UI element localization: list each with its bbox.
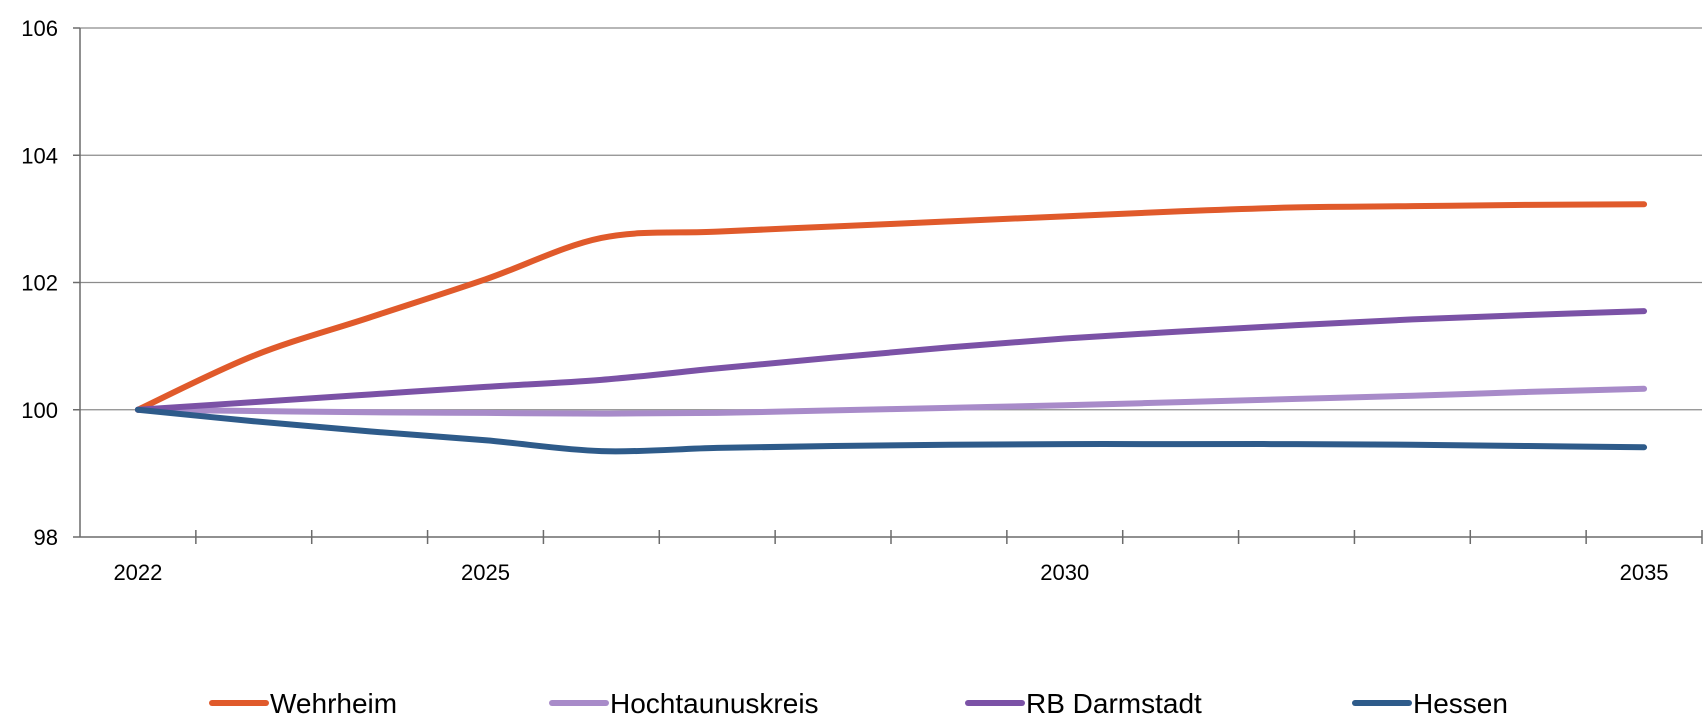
legend-item-wehrheim: Wehrheim [209,688,397,718]
series-line-wehrheim [134,201,1648,413]
legend: Wehrheim Hochtaunuskreis RB Darmstadt Hesse… [209,688,1508,718]
x-tick-label: 2022 [113,560,162,585]
legend-label: Hochtaunuskreis [610,688,819,718]
y-tick-label: 104 [21,143,58,168]
y-tick-label: 98 [34,525,58,550]
legend-item-hessen: Hessen [1352,688,1508,718]
legend-label: Wehrheim [270,688,397,718]
x-tick-labels: 2022 2025 2030 2035 [113,560,1668,585]
series-line-hessen [134,406,1648,455]
x-tick-label: 2030 [1040,560,1089,585]
series-line-hochtaunuskreis [134,385,1648,417]
y-tick-labels: 98 100 102 104 106 [21,16,58,550]
y-tick-label: 100 [21,398,58,423]
series-lines [134,201,1648,455]
series-line-rb-darmstadt [134,308,1648,413]
axes [73,27,1703,544]
legend-label: RB Darmstadt [1026,688,1202,718]
legend-label: Hessen [1413,688,1508,718]
legend-item-hochtaunuskreis: Hochtaunuskreis [549,688,819,718]
x-tick-label: 2035 [1620,560,1669,585]
y-tick-label: 106 [21,16,58,41]
y-tick-label: 102 [21,271,58,296]
x-tick-label: 2025 [461,560,510,585]
legend-item-rb-darmstadt: RB Darmstadt [965,688,1202,718]
